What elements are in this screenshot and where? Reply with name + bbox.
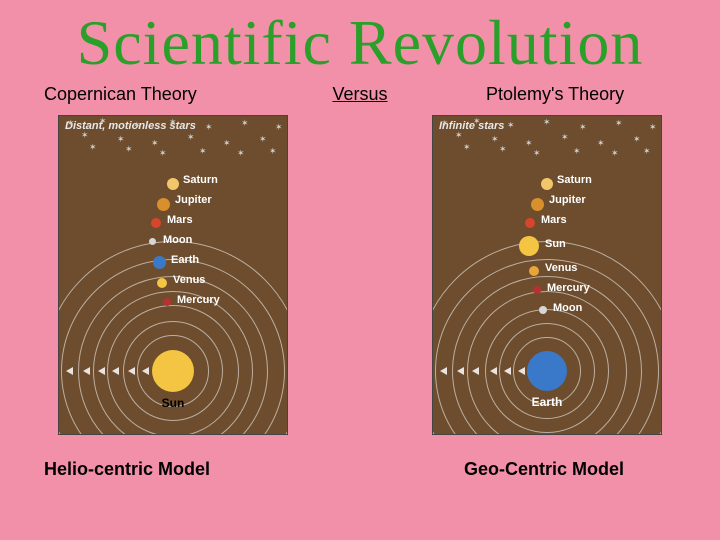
- orbit-arrow-icon: [457, 367, 464, 375]
- right-theory-label: Ptolemy's Theory: [456, 84, 676, 105]
- planet-label-venus: Venus: [545, 262, 577, 274]
- orbit-arrow-icon: [128, 367, 135, 375]
- planet-earth: [153, 256, 166, 269]
- planet-label-mars: Mars: [167, 214, 193, 226]
- helio-model-label: Helio-centric Model: [44, 459, 304, 480]
- planet-label-mars: Mars: [541, 214, 567, 226]
- orbit-arrow-icon: [472, 367, 479, 375]
- planet-label-saturn: Saturn: [557, 174, 592, 186]
- center-body-sun: [152, 350, 194, 392]
- planet-label-mercury: Mercury: [177, 294, 220, 306]
- planet-saturn: [167, 178, 179, 190]
- orbit-arrow-icon: [504, 367, 511, 375]
- left-theory-label: Copernican Theory: [44, 84, 264, 105]
- orbit-arrow-icon: [112, 367, 119, 375]
- versus-label: Versus: [290, 84, 430, 105]
- planet-venus: [157, 278, 167, 288]
- planet-jupiter: [157, 198, 170, 211]
- orbit-arrow-icon: [98, 367, 105, 375]
- orbit-arrow-icon: [142, 367, 149, 375]
- geocentric-diagram: Infinite stars ✶✶✶✶✶✶✶✶✶✶✶✶✶✶✶✶✶✶✶Saturn…: [432, 115, 662, 435]
- planet-jupiter: [531, 198, 544, 211]
- diagrams-row: Distant, motionless stars ✶✶✶✶✶✶✶✶✶✶✶✶✶✶…: [0, 105, 720, 435]
- center-body-earth: [527, 351, 567, 391]
- planet-mercury: [533, 286, 541, 294]
- planet-label-saturn: Saturn: [183, 174, 218, 186]
- planet-label-jupiter: Jupiter: [175, 194, 212, 206]
- planet-label-moon: Moon: [163, 234, 192, 246]
- theory-labels: Copernican Theory Versus Ptolemy's Theor…: [0, 80, 720, 105]
- planet-mars: [151, 218, 161, 228]
- planet-label-jupiter: Jupiter: [549, 194, 586, 206]
- planet-sun: [519, 236, 539, 256]
- planet-moon: [149, 238, 156, 245]
- planet-label-mercury: Mercury: [547, 282, 590, 294]
- page-title: Scientific Revolution: [0, 0, 720, 80]
- planet-venus: [529, 266, 539, 276]
- orbit-arrow-icon: [440, 367, 447, 375]
- geo-star-caption: Infinite stars: [433, 116, 661, 156]
- center-body-label: Earth: [532, 395, 563, 409]
- center-body-label: Sun: [162, 396, 185, 410]
- helio-star-caption: Distant, motionless stars: [59, 116, 287, 156]
- planet-label-venus: Venus: [173, 274, 205, 286]
- orbit-arrow-icon: [490, 367, 497, 375]
- geo-model-label: Geo-Centric Model: [416, 459, 676, 480]
- orbit-arrow-icon: [66, 367, 73, 375]
- planet-label-earth: Earth: [171, 254, 199, 266]
- planet-mercury: [163, 298, 171, 306]
- planet-label-moon: Moon: [553, 302, 582, 314]
- heliocentric-diagram: Distant, motionless stars ✶✶✶✶✶✶✶✶✶✶✶✶✶✶…: [58, 115, 288, 435]
- orbit-arrow-icon: [83, 367, 90, 375]
- planet-label-sun: Sun: [545, 238, 566, 250]
- planet-mars: [525, 218, 535, 228]
- planet-saturn: [541, 178, 553, 190]
- model-labels: Helio-centric Model Geo-Centric Model: [0, 435, 720, 480]
- orbit-arrow-icon: [518, 367, 525, 375]
- planet-moon: [539, 306, 547, 314]
